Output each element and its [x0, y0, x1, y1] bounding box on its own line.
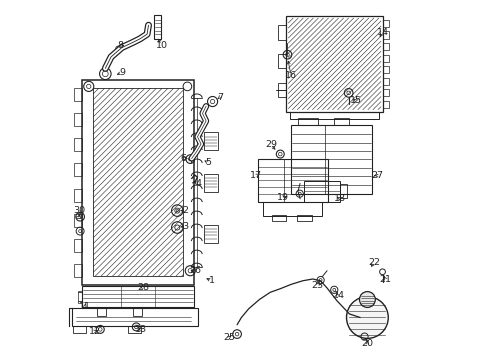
Text: 6: 6 — [181, 154, 187, 163]
Bar — [82, 80, 194, 285]
Text: 13: 13 — [135, 325, 147, 334]
Bar — [278, 83, 286, 97]
Bar — [297, 215, 312, 221]
Bar — [383, 101, 390, 108]
Bar — [133, 307, 142, 316]
Circle shape — [116, 46, 121, 51]
Text: 17: 17 — [250, 171, 262, 180]
Circle shape — [360, 292, 375, 307]
Text: 29: 29 — [265, 140, 277, 149]
Text: 9: 9 — [119, 68, 125, 77]
Bar — [74, 214, 82, 227]
Bar — [73, 326, 86, 333]
Bar — [383, 31, 390, 39]
Bar — [204, 132, 218, 150]
Bar — [383, 89, 390, 96]
Bar — [340, 184, 347, 198]
Text: 26: 26 — [189, 266, 201, 275]
Bar — [74, 138, 82, 151]
Bar — [334, 118, 349, 125]
Bar — [290, 112, 379, 119]
Bar — [383, 43, 390, 50]
Text: 8: 8 — [118, 40, 124, 49]
Bar — [278, 25, 286, 40]
Bar — [383, 54, 390, 62]
Text: 19: 19 — [277, 194, 289, 202]
Text: 7: 7 — [217, 93, 223, 102]
Bar — [74, 163, 82, 176]
Bar — [383, 20, 390, 27]
Bar — [154, 15, 162, 39]
Bar — [286, 16, 383, 112]
Bar — [298, 118, 318, 125]
Text: 1: 1 — [209, 276, 215, 285]
Bar — [93, 88, 183, 276]
Text: 2: 2 — [183, 206, 189, 215]
Circle shape — [346, 297, 388, 338]
Text: 12: 12 — [89, 327, 101, 336]
Text: 5: 5 — [205, 158, 211, 167]
Bar — [383, 78, 390, 85]
Circle shape — [380, 269, 386, 275]
Bar — [74, 113, 82, 126]
Bar — [74, 189, 82, 202]
Bar — [128, 326, 141, 333]
Bar — [204, 174, 218, 192]
Bar — [383, 66, 390, 73]
Text: 30: 30 — [74, 206, 85, 215]
Text: 16: 16 — [285, 71, 297, 80]
Bar — [74, 264, 82, 277]
Bar — [263, 202, 322, 216]
Text: 4: 4 — [195, 179, 201, 188]
Text: 27: 27 — [371, 171, 384, 180]
Text: 11: 11 — [79, 302, 91, 311]
Text: 14: 14 — [376, 28, 389, 37]
Bar — [72, 308, 198, 326]
Bar — [272, 215, 286, 221]
Bar — [74, 88, 82, 101]
Text: 23: 23 — [312, 281, 324, 289]
Bar — [304, 181, 340, 202]
Bar — [278, 54, 286, 68]
Text: 10: 10 — [155, 40, 168, 49]
Bar — [204, 225, 218, 243]
Text: 18: 18 — [334, 194, 346, 203]
Bar — [82, 286, 194, 307]
Text: 15: 15 — [350, 96, 362, 105]
Text: 3: 3 — [183, 222, 189, 231]
Bar — [74, 239, 82, 252]
Text: 20: 20 — [362, 339, 373, 348]
Bar — [258, 159, 328, 202]
Text: 22: 22 — [368, 258, 380, 267]
Bar — [76, 216, 80, 218]
Bar — [291, 125, 372, 194]
Bar — [97, 307, 106, 316]
Bar — [78, 291, 82, 303]
Text: 24: 24 — [332, 292, 344, 300]
Text: 21: 21 — [379, 274, 392, 284]
Text: 28: 28 — [138, 284, 149, 292]
Text: 25: 25 — [223, 333, 235, 342]
